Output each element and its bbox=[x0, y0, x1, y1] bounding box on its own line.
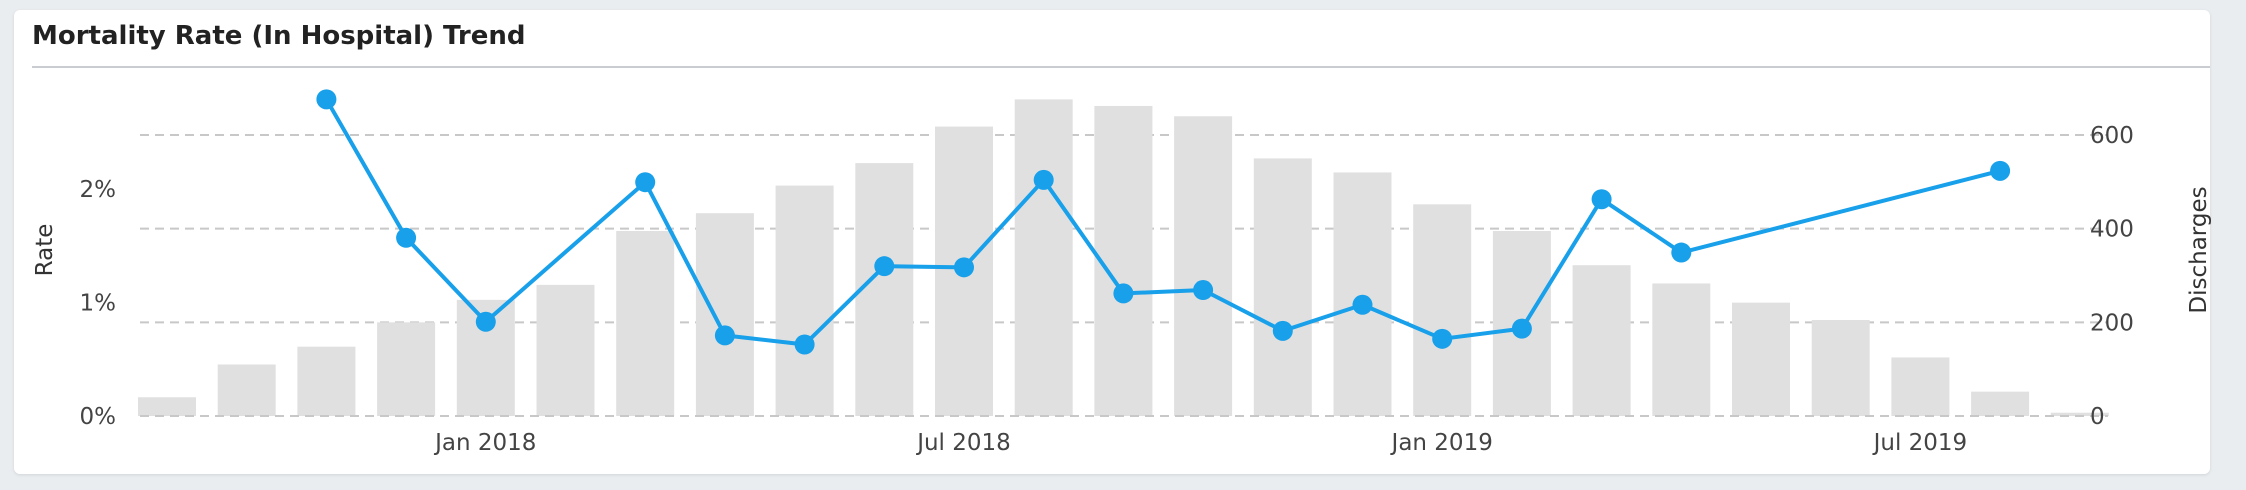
rate-point bbox=[1432, 328, 1453, 349]
discharge-bar bbox=[1014, 99, 1073, 416]
right-axis-tick: 200 bbox=[2090, 310, 2134, 336]
left-axis-title: Rate bbox=[32, 224, 58, 277]
title-divider bbox=[32, 66, 2210, 68]
rate-point bbox=[1033, 169, 1054, 190]
x-axis-tick: Jan 2019 bbox=[1390, 430, 1493, 456]
rate-point bbox=[316, 89, 337, 110]
rate-point bbox=[1671, 242, 1692, 263]
discharge-bar bbox=[1253, 158, 1312, 416]
rate-point bbox=[1591, 189, 1612, 210]
discharge-bar bbox=[1652, 283, 1711, 416]
discharge-bar bbox=[775, 185, 834, 416]
discharge-bar bbox=[1732, 302, 1790, 416]
right-axis-tick: 0 bbox=[2090, 404, 2105, 430]
rate-point bbox=[1193, 280, 1214, 301]
discharge-bar bbox=[297, 346, 356, 416]
discharge-bar bbox=[217, 364, 276, 416]
discharge-bar bbox=[1811, 319, 1870, 416]
rate-point bbox=[874, 256, 895, 277]
discharge-bar bbox=[2050, 412, 2109, 416]
rate-point bbox=[396, 227, 417, 248]
rate-point bbox=[635, 172, 656, 193]
left-axis-tick: 1% bbox=[80, 291, 117, 317]
rate-point bbox=[1113, 283, 1134, 304]
rate-point bbox=[794, 334, 815, 355]
right-axis-tick: 600 bbox=[2090, 123, 2134, 149]
rate-point bbox=[475, 311, 496, 332]
discharge-bar bbox=[1174, 116, 1233, 417]
discharge-bar bbox=[1572, 265, 1631, 416]
left-axis-tick: 2% bbox=[80, 177, 117, 203]
x-axis-tick: Jul 2019 bbox=[1872, 430, 1968, 456]
right-axis-tick: 400 bbox=[2090, 217, 2134, 243]
chart-title: Mortality Rate (In Hospital) Trend bbox=[32, 21, 526, 51]
left-axis-tick: 0% bbox=[80, 404, 117, 430]
x-axis-tick: Jan 2018 bbox=[433, 430, 536, 456]
discharge-bar bbox=[377, 322, 436, 416]
discharge-bar bbox=[536, 284, 595, 416]
right-axis-title: Discharges bbox=[2186, 186, 2212, 313]
discharge-bar bbox=[1971, 391, 2030, 416]
discharge-bar bbox=[1333, 172, 1392, 416]
discharge-bar bbox=[855, 163, 914, 416]
rate-point bbox=[954, 257, 974, 278]
rate-point bbox=[714, 325, 735, 346]
discharge-bar bbox=[1891, 357, 1950, 416]
rate-line bbox=[324, 98, 2001, 347]
rate-point bbox=[1352, 294, 1373, 315]
discharge-bar bbox=[616, 231, 675, 416]
discharge-bar bbox=[1094, 105, 1153, 417]
rate-point bbox=[1272, 320, 1293, 341]
discharge-bar bbox=[138, 397, 196, 416]
rate-point bbox=[1511, 318, 1532, 339]
discharge-bar bbox=[1413, 204, 1472, 416]
discharge-bar bbox=[695, 213, 754, 416]
rate-point bbox=[1990, 160, 2011, 181]
x-axis-tick: Jul 2018 bbox=[915, 430, 1011, 456]
